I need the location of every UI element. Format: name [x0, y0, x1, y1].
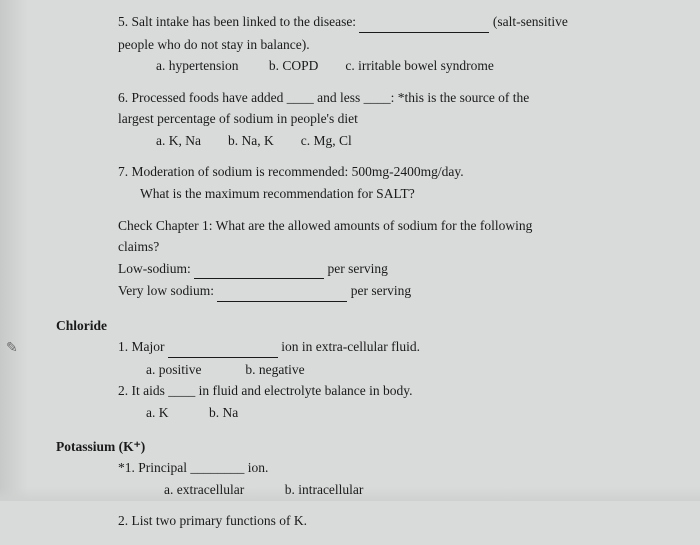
chapter1-check: Check Chapter 1: What are the allowed am… [118, 216, 660, 302]
cl-q1-option-b: b. negative [245, 362, 304, 377]
q6-text-b: largest percentage of sodium in people's… [118, 109, 660, 129]
ch1-low-blank [194, 259, 324, 280]
q5-text-a: 5. Salt intake has been linked to the di… [118, 14, 356, 29]
q6-text-a: 6. Processed foods have added ____ and l… [118, 88, 660, 108]
potassium-heading: Potassium (K⁺) [56, 437, 660, 457]
k-q2: 2. List two primary functions of K. [118, 511, 660, 531]
worksheet-content: 5. Salt intake has been linked to the di… [0, 12, 700, 531]
question-7: 7. Moderation of sodium is recommended: … [118, 162, 660, 203]
q5-text-b: people who do not stay in balance). [118, 35, 660, 55]
ch1-line2: claims? [118, 237, 660, 257]
q7-text-a: 7. Moderation of sodium is recommended: … [118, 162, 660, 182]
question-6: 6. Processed foods have added ____ and l… [118, 88, 660, 151]
q7-text-b: What is the maximum recommendation for S… [140, 184, 660, 204]
q5-option-b: b. COPD [269, 58, 319, 73]
ch1-vlow-suffix: per serving [351, 283, 411, 298]
cl-q1: 1. Major [118, 339, 165, 354]
ch1-vlow-blank [217, 281, 347, 302]
chloride-heading: Chloride [56, 316, 660, 336]
ch1-low-label: Low-sodium: [118, 261, 191, 276]
q5-option-c: c. irritable bowel syndrome [345, 58, 493, 73]
q6-option-c: c. Mg, Cl [301, 133, 352, 148]
worksheet-page: 5. Salt intake has been linked to the di… [0, 0, 700, 545]
ch1-low-suffix: per serving [328, 261, 388, 276]
k-q1-option-b: b. intracellular [285, 482, 364, 497]
q6-option-a: a. K, Na [156, 133, 201, 148]
ch1-line1: Check Chapter 1: What are the allowed am… [118, 216, 660, 236]
cl-q2-option-a: a. K [146, 405, 169, 420]
question-5: 5. Salt intake has been linked to the di… [118, 12, 660, 76]
cl-q1-blank [168, 337, 278, 358]
k-q1: *1. Principal ________ ion. [118, 458, 660, 478]
q6-option-b: b. Na, K [228, 133, 274, 148]
cl-q1-option-a: a. positive [146, 362, 202, 377]
k-q1-option-a: a. extracellular [164, 482, 244, 497]
ch1-vlow-label: Very low sodium: [118, 283, 214, 298]
q5-option-a: a. hypertension [156, 58, 238, 73]
cl-q1-suffix: ion in extra-cellular fluid. [281, 339, 420, 354]
q5-suffix: (salt-sensitive [493, 14, 568, 29]
cl-q2: 2. It aids ____ in fluid and electrolyte… [118, 381, 660, 401]
q5-blank [359, 12, 489, 33]
cl-q2-option-b: b. Na [209, 405, 238, 420]
